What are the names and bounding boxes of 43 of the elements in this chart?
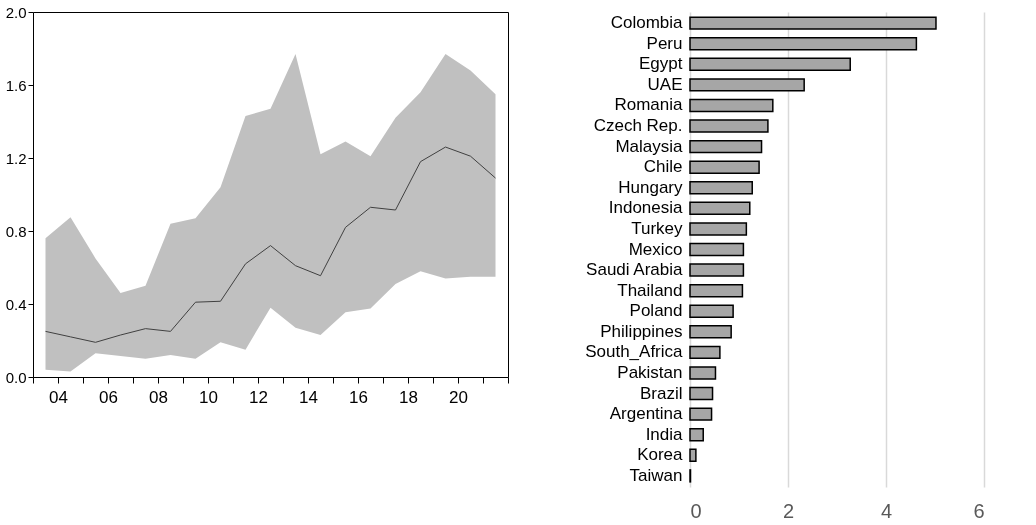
x-tick-label: 18 bbox=[399, 387, 418, 407]
y-tick-label: 1.6 bbox=[5, 76, 27, 94]
y-tick-label: Czech Rep. bbox=[593, 116, 683, 136]
x-tick-label: 12 bbox=[249, 387, 268, 407]
x-tick-label: 0 bbox=[690, 499, 702, 522]
y-tick-label: Poland bbox=[629, 301, 683, 321]
line-series bbox=[45, 146, 496, 343]
y-tick-label: Peru bbox=[646, 33, 683, 53]
y-tick-label: Saudi Arabia bbox=[586, 260, 684, 280]
y-tick-label: Turkey bbox=[631, 218, 683, 238]
x-tick-label: 10 bbox=[199, 387, 218, 407]
y-tick-label: Indonesia bbox=[608, 198, 684, 218]
y-tick-label: 2.0 bbox=[5, 3, 27, 21]
x-tick-label: 16 bbox=[349, 387, 368, 407]
y-tick-label: Argentina bbox=[609, 404, 684, 424]
y-tick-label: Hungary bbox=[618, 177, 683, 197]
y-tick-label: 0.8 bbox=[5, 222, 27, 240]
y-tick-label: Egypt bbox=[639, 54, 683, 74]
y-tick-label: UAE bbox=[647, 74, 683, 94]
y-tick-label: Colombia bbox=[610, 13, 684, 33]
x-tick-label: 06 bbox=[99, 387, 118, 407]
y-tick-label: Taiwan bbox=[629, 465, 683, 485]
y-tick-label: Thailand bbox=[617, 280, 683, 300]
x-tick-label: 04 bbox=[49, 387, 68, 407]
x-tick-label: 20 bbox=[449, 387, 468, 407]
y-tick-label: Romania bbox=[614, 95, 684, 115]
y-tick-label: Chile bbox=[643, 157, 683, 177]
x-tick-label: 2 bbox=[782, 499, 795, 522]
y-tick-label: South_Africa bbox=[585, 342, 684, 362]
y-tick-label: 1.2 bbox=[5, 149, 27, 167]
x-tick-label: 6 bbox=[973, 499, 985, 522]
x-tick-label: 14 bbox=[299, 387, 318, 407]
y-tick-label: Philippines bbox=[600, 321, 683, 341]
y-tick-label: Pakistan bbox=[617, 362, 683, 382]
y-tick-label: Korea bbox=[637, 445, 684, 465]
y-tick-label: Brazil bbox=[639, 383, 683, 403]
x-tick-label: 4 bbox=[880, 499, 893, 522]
y-tick-label: 0.0 bbox=[5, 368, 27, 386]
x-tick-label: 08 bbox=[149, 387, 168, 407]
y-tick-label: Mexico bbox=[628, 239, 683, 259]
y-tick-label: Malaysia bbox=[615, 136, 684, 156]
y-tick-label: India bbox=[645, 424, 684, 444]
y-tick-label: 0.4 bbox=[5, 295, 27, 313]
